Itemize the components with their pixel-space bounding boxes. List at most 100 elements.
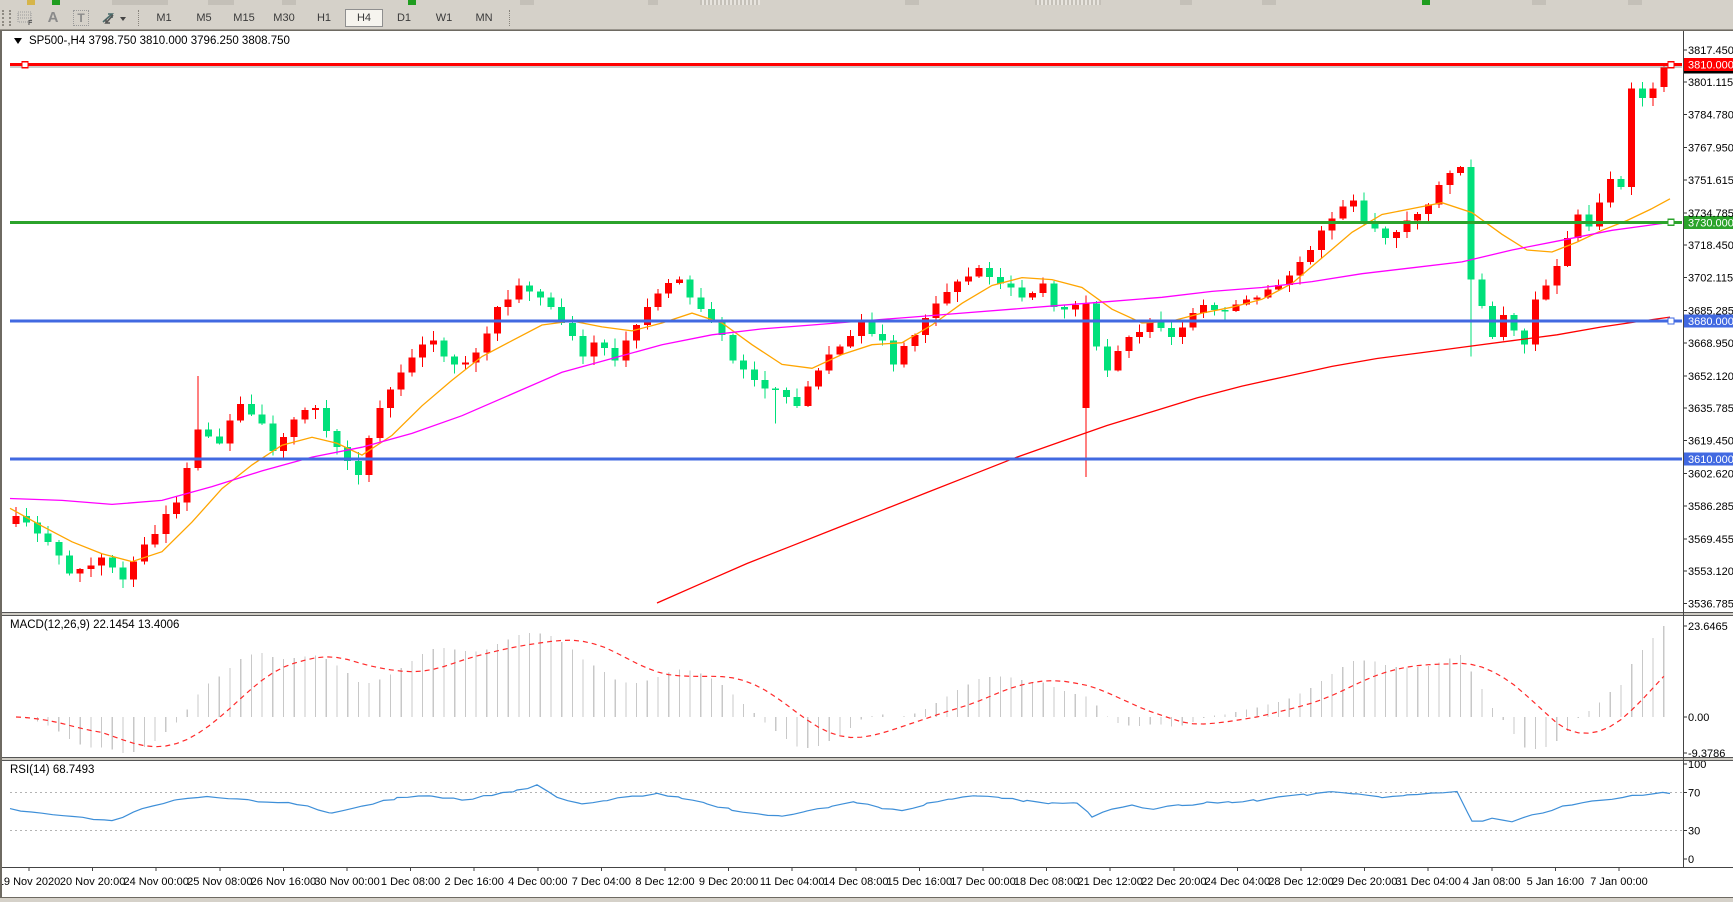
macd-panel	[15, 626, 1665, 754]
svg-text:3652.120: 3652.120	[1688, 371, 1733, 383]
medium-ma	[9, 221, 1671, 506]
svg-text:22 Dec 20:00: 22 Dec 20:00	[1141, 876, 1206, 888]
svg-text:3536.785: 3536.785	[1688, 598, 1733, 610]
clipped-toolbar-icon	[282, 0, 296, 5]
svg-text:70: 70	[1688, 788, 1700, 800]
hline-handle[interactable]	[21, 60, 29, 69]
svg-text:29 Dec 20:00: 29 Dec 20:00	[1332, 876, 1397, 888]
svg-text:15 Dec 16:00: 15 Dec 16:00	[887, 876, 952, 888]
timeframe-button-d1[interactable]: D1	[396, 11, 412, 24]
tile-windows-icon[interactable]: F	[11, 7, 39, 29]
svg-text:7 Jan 00:00: 7 Jan 00:00	[1590, 876, 1648, 888]
svg-text:3702.115: 3702.115	[1688, 272, 1733, 284]
clipped-toolbar-row	[0, 0, 1733, 6]
svg-text:18 Dec 08:00: 18 Dec 08:00	[1014, 876, 1079, 888]
text-label-icon[interactable]: A	[47, 9, 59, 26]
indicators-icon[interactable]	[95, 7, 133, 29]
slow-ma	[656, 316, 1671, 604]
svg-text:28 Dec 12:00: 28 Dec 12:00	[1268, 876, 1333, 888]
svg-text:7 Dec 04:00: 7 Dec 04:00	[572, 876, 631, 888]
timeframe-button-m15[interactable]: M15	[233, 11, 255, 24]
text-tool-glyph: T	[73, 9, 89, 26]
svg-text:3784.780: 3784.780	[1688, 109, 1733, 121]
svg-text:14 Dec 08:00: 14 Dec 08:00	[823, 876, 888, 888]
svg-text:1 Dec 08:00: 1 Dec 08:00	[381, 876, 440, 888]
svg-text:24 Nov 00:00: 24 Nov 00:00	[123, 876, 188, 888]
timeframe-button-w1[interactable]: W1	[435, 11, 453, 24]
text-tool-icon[interactable]: T	[67, 7, 95, 29]
svg-text:25 Nov 08:00: 25 Nov 08:00	[187, 876, 252, 888]
svg-text:F: F	[28, 20, 33, 25]
hline-handle[interactable]	[1667, 218, 1675, 227]
horizontal-lines-layer[interactable]: 3810.000 3730.000 3680.000 3610.000	[10, 58, 1733, 466]
toolbar-separator	[138, 9, 139, 26]
clipped-toolbar-icon	[905, 0, 919, 5]
svg-text:4 Jan 08:00: 4 Jan 08:00	[1463, 876, 1521, 888]
chart-canvas[interactable]: 3808.7503810.0003730.0003680.0003610.000…	[0, 31, 1733, 902]
svg-text:8 Dec 12:00: 8 Dec 12:00	[635, 876, 694, 888]
svg-text:17 Dec 00:00: 17 Dec 00:00	[950, 876, 1015, 888]
svg-text:3767.950: 3767.950	[1688, 143, 1733, 155]
svg-text:20 Nov 20:00: 20 Nov 20:00	[60, 876, 125, 888]
svg-text:23.6465: 23.6465	[1688, 621, 1728, 633]
hline-handle[interactable]	[1667, 317, 1675, 325]
svg-text:3801.115: 3801.115	[1688, 77, 1733, 89]
clipped-toolbar-icon	[112, 0, 168, 5]
svg-text:2 Dec 16:00: 2 Dec 16:00	[445, 876, 504, 888]
symbol-dropdown-arrow[interactable]	[14, 37, 22, 44]
toolbar-separator	[509, 9, 510, 26]
svg-text:100: 100	[1688, 759, 1706, 771]
svg-text:3734.785: 3734.785	[1688, 208, 1733, 220]
moving-averages-layer	[9, 198, 1671, 604]
timeframe-bar: M1 M5 M15 M30 H1 H4 D1 W1 MN	[144, 8, 504, 27]
svg-text:3668.950: 3668.950	[1688, 338, 1733, 350]
svg-text:0: 0	[1688, 854, 1694, 866]
toolbar-grip[interactable]	[2, 9, 11, 26]
timeframe-button-h1[interactable]: H1	[316, 11, 332, 24]
candles-layer	[12, 64, 1668, 588]
clipped-toolbar-icon	[648, 0, 658, 5]
macd-signal-line	[15, 639, 1665, 748]
hline-handle[interactable]	[1667, 60, 1675, 69]
svg-text:3810.000: 3810.000	[1688, 60, 1733, 72]
svg-text:9 Dec 20:00: 9 Dec 20:00	[699, 876, 758, 888]
svg-text:3635.785: 3635.785	[1688, 403, 1733, 415]
svg-text:3602.620: 3602.620	[1688, 469, 1733, 481]
window-bottom-border	[0, 897, 1733, 902]
svg-text:3610.000: 3610.000	[1688, 454, 1733, 466]
clipped-toolbar-icon	[1035, 0, 1101, 5]
clipped-toolbar-icon	[208, 0, 234, 5]
panel-separators[interactable]	[2, 31, 1733, 868]
svg-text:19 Nov 2020: 19 Nov 2020	[2, 876, 60, 888]
chart-title-text: SP500-,H4 3798.750 3810.000 3796.250 380…	[29, 35, 290, 47]
timeframe-button-mn[interactable]: MN	[475, 11, 493, 24]
svg-text:26 Nov 16:00: 26 Nov 16:00	[251, 876, 316, 888]
svg-text:11 Dec 04:00: 11 Dec 04:00	[760, 876, 825, 888]
macd-label: MACD(12,26,9) 22.1454 13.4006	[10, 619, 180, 631]
svg-text:24 Dec 04:00: 24 Dec 04:00	[1205, 876, 1270, 888]
price-axis: 3817.450 3801.115 3784.780 3767.950 3751.615…	[1683, 45, 1733, 610]
svg-text:3817.450: 3817.450	[1688, 45, 1733, 57]
indicators-glyph	[102, 12, 126, 24]
svg-text:3569.455: 3569.455	[1688, 534, 1733, 546]
svg-text:4 Dec 00:00: 4 Dec 00:00	[508, 876, 567, 888]
toolbar: F A T M1 M5 M15 M30 H1 H4 D1 W1 MN	[0, 6, 1733, 30]
timeframe-button-m1[interactable]: M1	[156, 11, 172, 24]
clipped-toolbar-icon	[408, 0, 416, 5]
svg-text:3751.615: 3751.615	[1688, 175, 1733, 187]
tile-windows-glyph: F	[17, 11, 33, 25]
timeframe-button-m30[interactable]: M30	[273, 11, 295, 24]
svg-text:30 Nov 00:00: 30 Nov 00:00	[314, 876, 379, 888]
svg-text:3718.450: 3718.450	[1688, 240, 1733, 252]
clipped-toolbar-icon	[1628, 0, 1642, 5]
clipped-toolbar-icon	[1532, 0, 1546, 5]
timeframe-button-h4[interactable]: H4	[345, 8, 383, 27]
svg-text:0.00: 0.00	[1688, 712, 1709, 724]
timeframe-button-m5[interactable]: M5	[196, 11, 212, 24]
rsi-line	[9, 784, 1671, 823]
svg-text:3685.285: 3685.285	[1688, 306, 1733, 318]
svg-text:3619.450: 3619.450	[1688, 435, 1733, 447]
